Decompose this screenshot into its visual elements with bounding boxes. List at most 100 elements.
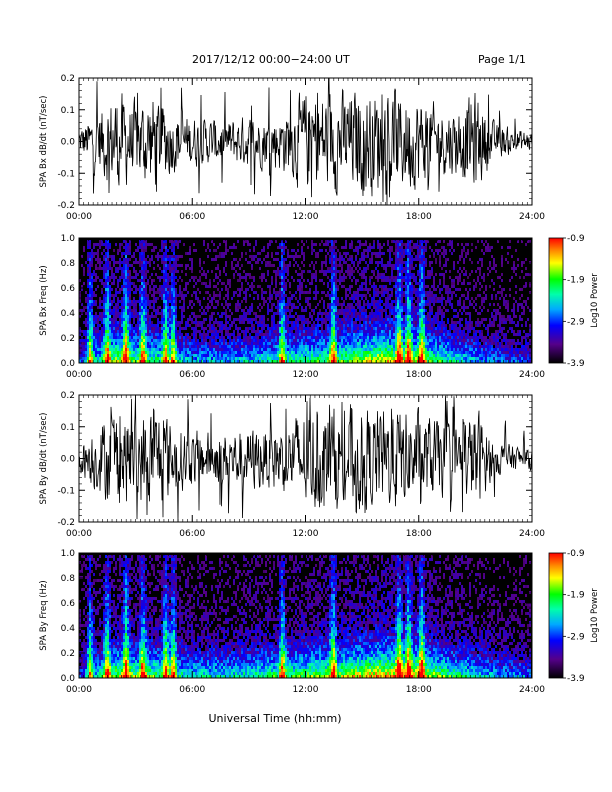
- bx-freq-cell: [219, 354, 221, 357]
- bx-freq-cell: [327, 303, 329, 306]
- bx-freq-cell: [135, 285, 137, 288]
- bx-freq-cell: [403, 336, 405, 339]
- bx-freq-cell: [159, 342, 161, 345]
- bx-freq-cell: [141, 324, 143, 327]
- bx-freq-cell: [241, 300, 243, 303]
- bx-freq-cell: [411, 294, 413, 297]
- bx-freq-cell: [205, 276, 207, 279]
- bx-freq-cell: [135, 261, 137, 264]
- bx-freq-cell: [201, 360, 203, 363]
- bx-freq-cell: [249, 261, 251, 264]
- bx-freq-cell: [169, 261, 171, 264]
- bx-freq-cell: [253, 357, 255, 360]
- bx-freq-cell: [171, 318, 173, 321]
- bx-freq-cell: [171, 273, 173, 276]
- bx-freq-cell: [301, 252, 303, 255]
- bx-freq-cell: [205, 354, 207, 357]
- bx-freq-cell: [177, 240, 179, 243]
- bx-freq-cell: [391, 348, 393, 351]
- bx-freq-cell: [147, 300, 149, 303]
- bx-freq-cell: [375, 321, 377, 324]
- bx-freq-cell: [95, 357, 97, 360]
- bx-freq-cell: [107, 294, 109, 297]
- bx-freq-cell: [129, 345, 131, 348]
- bx-freq-cell: [157, 324, 159, 327]
- bx-freq-cell: [233, 258, 235, 261]
- bx-freq-cell: [211, 297, 213, 300]
- bx-freq-cell: [381, 339, 383, 342]
- bx-freq-cell: [293, 339, 295, 342]
- bx-freq-cell: [263, 348, 265, 351]
- bx-freq-cell: [191, 261, 193, 264]
- bx-freq-cell: [405, 297, 407, 300]
- bx-freq-cell: [375, 339, 377, 342]
- bx-freq-cell: [161, 357, 163, 360]
- bx-freq-cell: [333, 264, 335, 267]
- bx-freq-cell: [395, 255, 397, 258]
- bx-freq-cell: [161, 294, 163, 297]
- bx-freq-cell: [253, 327, 255, 330]
- bx-freq-cell: [393, 351, 395, 354]
- bx-freq-cell: [121, 309, 123, 312]
- bx-freq-cell: [347, 303, 349, 306]
- bx-freq-cell: [181, 315, 183, 318]
- bx-freq-cell: [213, 312, 215, 315]
- bx-freq-cell: [227, 249, 229, 252]
- bx-freq-cell: [193, 339, 195, 342]
- bx-freq-cell: [107, 312, 109, 315]
- bx-freq-cell: [171, 297, 173, 300]
- bx-freq-cell: [197, 342, 199, 345]
- bx-dbdt-ytick-label: 0.0: [61, 138, 76, 148]
- bx-freq-cell: [405, 261, 407, 264]
- bx-freq-cell: [97, 345, 99, 348]
- bx-freq-cell: [315, 243, 317, 246]
- bx-freq-cell: [377, 300, 379, 303]
- bx-freq-cell: [407, 354, 409, 357]
- bx-freq-cell: [249, 357, 251, 360]
- bx-freq-cell: [409, 324, 411, 327]
- bx-freq-cell: [167, 321, 169, 324]
- bx-freq-cell: [355, 324, 357, 327]
- bx-freq-cell: [279, 246, 281, 249]
- bx-freq-cell: [211, 330, 213, 333]
- bx-freq-cell: [131, 324, 133, 327]
- bx-freq-cell: [211, 354, 213, 357]
- bx-freq-cell: [305, 333, 307, 336]
- bx-freq-cell: [109, 333, 111, 336]
- bx-freq-cell: [389, 327, 391, 330]
- bx-freq-cell: [143, 351, 145, 354]
- bx-freq-cell: [361, 288, 363, 291]
- bx-freq-cell: [261, 327, 263, 330]
- bx-freq-cell: [117, 297, 119, 300]
- bx-freq-cell: [411, 336, 413, 339]
- bx-freq-cell: [329, 357, 331, 360]
- bx-freq-cell: [169, 339, 171, 342]
- bx-freq-cell: [393, 324, 395, 327]
- bx-freq-cell: [391, 333, 393, 336]
- bx-freq-cell: [321, 312, 323, 315]
- bx-freq-cell: [313, 330, 315, 333]
- bx-freq-cell: [237, 339, 239, 342]
- bx-freq-cell: [299, 348, 301, 351]
- bx-freq-cell: [357, 297, 359, 300]
- bx-freq-cell: [315, 333, 317, 336]
- bx-freq-cell: [401, 255, 403, 258]
- bx-freq-cell: [407, 249, 409, 252]
- bx-freq-cell: [335, 297, 337, 300]
- bx-freq-cell: [345, 321, 347, 324]
- bx-freq-cell: [175, 270, 177, 273]
- bx-freq-cell: [175, 336, 177, 339]
- bx-freq-cell: [175, 315, 177, 318]
- bx-freq-cell: [103, 351, 105, 354]
- bx-freq-cell: [111, 273, 113, 276]
- bx-freq-cell: [169, 315, 171, 318]
- bx-freq-cell: [351, 294, 353, 297]
- bx-freq-cell: [357, 306, 359, 309]
- bx-freq-cell: [351, 240, 353, 243]
- bx-freq-cell: [133, 321, 135, 324]
- bx-freq-cell: [331, 240, 333, 243]
- bx-freq-cell: [81, 330, 83, 333]
- bx-freq-cell: [379, 357, 381, 360]
- bx-freq-cell: [285, 309, 287, 312]
- bx-freq-cell: [381, 357, 383, 360]
